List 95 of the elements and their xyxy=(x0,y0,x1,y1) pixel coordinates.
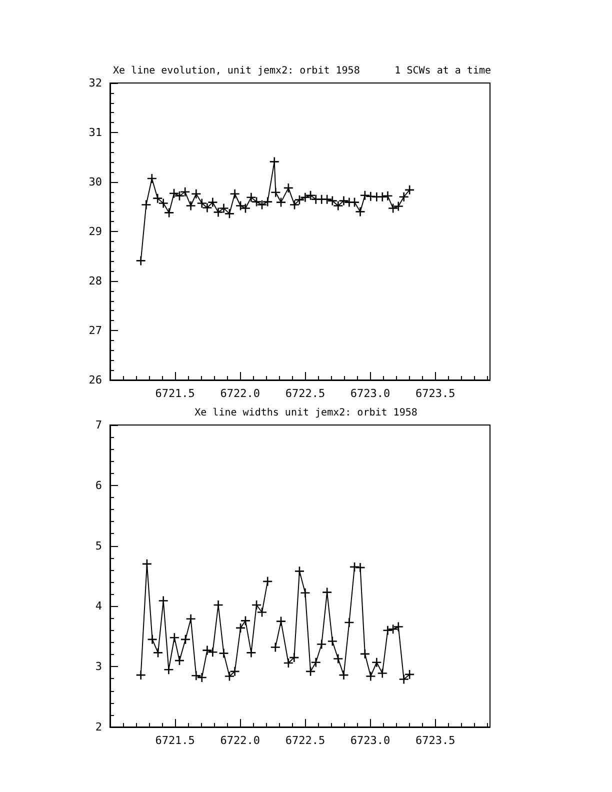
y-tick-label: 5 xyxy=(95,539,102,552)
point xyxy=(338,670,349,680)
point xyxy=(372,657,382,668)
y-tick-label: 6 xyxy=(95,478,102,492)
point xyxy=(388,624,398,634)
point xyxy=(377,192,388,202)
point xyxy=(147,634,158,645)
point xyxy=(246,648,256,658)
point xyxy=(276,197,286,208)
point xyxy=(262,576,273,587)
point xyxy=(142,558,152,570)
point xyxy=(169,632,180,643)
chart-subtitle: 1 SCWs at a time xyxy=(394,66,491,76)
point xyxy=(305,666,316,677)
point xyxy=(141,200,152,210)
x-tick-label: 6722.5 xyxy=(285,734,326,747)
point xyxy=(276,616,286,626)
y-tick-label: 28 xyxy=(88,274,102,288)
y-tick-label: 29 xyxy=(88,225,102,238)
x-tick-label: 6723.5 xyxy=(415,734,456,747)
point xyxy=(310,657,322,668)
point xyxy=(300,588,310,598)
point xyxy=(174,655,185,666)
point xyxy=(398,674,409,684)
y-tick-label: 4 xyxy=(95,600,102,613)
point xyxy=(213,207,224,218)
y-tick-label: 27 xyxy=(88,324,102,337)
point xyxy=(377,668,388,678)
point xyxy=(262,196,273,207)
x-tick-label: 6721.5 xyxy=(155,387,195,400)
y-tick-label: 32 xyxy=(88,76,102,90)
point xyxy=(180,186,190,198)
x-tick-label: 6723.0 xyxy=(350,387,390,400)
point xyxy=(393,201,404,212)
point xyxy=(393,622,404,632)
point xyxy=(404,184,415,196)
point xyxy=(344,617,354,628)
point xyxy=(270,642,281,652)
point xyxy=(322,587,332,598)
point xyxy=(349,197,360,208)
point xyxy=(288,652,300,663)
point xyxy=(289,200,300,210)
point xyxy=(269,156,280,167)
x-tick-label: 6721.5 xyxy=(155,734,195,747)
y-tick-label: 2 xyxy=(95,720,102,734)
point xyxy=(186,200,196,211)
point xyxy=(164,664,174,675)
point xyxy=(208,197,218,208)
x-tick-label: 6722.0 xyxy=(220,734,260,747)
point xyxy=(366,191,376,202)
point xyxy=(152,648,164,658)
point xyxy=(332,654,344,664)
point xyxy=(240,616,251,626)
point xyxy=(224,671,235,682)
y-tick-label: 3 xyxy=(95,660,102,674)
point xyxy=(388,203,398,214)
point xyxy=(366,671,376,682)
point xyxy=(294,566,305,576)
point xyxy=(136,670,146,680)
point xyxy=(398,192,409,202)
y-tick-label: 26 xyxy=(88,374,102,386)
point xyxy=(355,206,366,217)
x-tick-label: 6723.0 xyxy=(350,734,390,747)
point xyxy=(270,187,281,198)
y-tick-label: 7 xyxy=(95,418,102,432)
point xyxy=(360,648,370,660)
chart-title: Xe line widths unit jemx2: orbit 1958 xyxy=(194,408,418,418)
x-tick-label: 6723.5 xyxy=(415,387,456,400)
point xyxy=(218,648,229,658)
point xyxy=(283,658,294,668)
point xyxy=(300,192,310,202)
point xyxy=(349,562,360,572)
point xyxy=(382,190,393,202)
point xyxy=(186,614,196,624)
y-tick-label: 31 xyxy=(88,126,102,139)
point xyxy=(316,639,327,650)
point xyxy=(382,625,393,636)
point xyxy=(283,182,294,194)
point xyxy=(360,190,370,201)
point xyxy=(146,173,158,184)
point xyxy=(230,666,240,677)
point xyxy=(164,208,174,218)
chart-title: Xe line evolution, unit jemx2: orbit 1958 xyxy=(113,66,360,76)
point xyxy=(294,194,305,205)
point xyxy=(355,562,366,573)
point xyxy=(180,634,191,645)
point xyxy=(404,669,415,680)
x-tick-label: 6722.0 xyxy=(220,387,260,400)
point xyxy=(191,188,202,200)
point xyxy=(230,188,240,200)
y-tick-label: 30 xyxy=(88,176,102,188)
point xyxy=(136,256,146,266)
point xyxy=(235,622,246,634)
point xyxy=(327,636,338,646)
x-tick-label: 6722.5 xyxy=(285,387,326,400)
